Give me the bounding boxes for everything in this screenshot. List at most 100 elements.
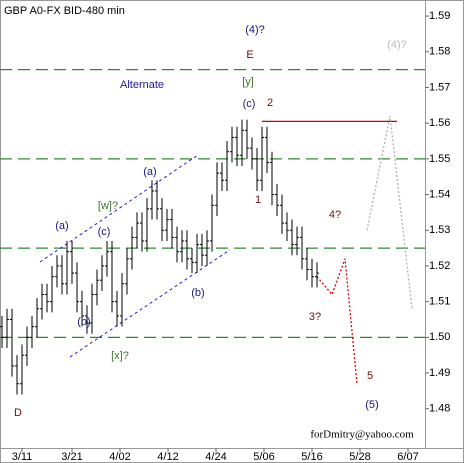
ohlc-bar [220,162,224,191]
ohlc-bar [280,194,284,234]
ohlc-bar [310,258,314,288]
x-tick-label: 4/12 [157,451,178,463]
annotation: (a) [55,220,68,232]
ohlc-bar [140,212,144,252]
ohlc-bar [75,262,79,313]
channel-line [39,154,199,263]
y-tick-label: 1.56 [429,117,450,129]
x-tick-label: 5/16 [301,451,322,463]
annotation: 1 [255,194,261,206]
ohlc-bar [20,344,24,395]
projection-line [366,115,413,309]
ohlc-bar [45,283,49,313]
ohlc-bar [195,233,199,274]
ohlc-bar [30,315,34,349]
y-tick-label: 1.59 [429,10,450,22]
annotation: [x]? [111,350,129,362]
x-tick-label: 4/02 [109,451,130,463]
ohlc-bar [120,273,124,327]
ohlc-bar [260,126,264,191]
ohlc-bar [15,355,19,395]
ohlc-bar [190,248,194,274]
y-tick-label: 1.58 [429,46,450,58]
ohlc-bar [265,126,269,174]
ohlc-bar [85,305,89,334]
x-tick-label: 5/28 [349,451,370,463]
annotation: 4? [329,209,341,221]
ohlc-bar [235,126,239,166]
annotation: (4)? [387,39,407,51]
ohlc-bar [130,226,134,270]
ohlc-bar [215,162,219,216]
y-tick-label: 1.52 [429,260,450,272]
ohlc-bar [165,208,169,241]
y-tick-label: 1.49 [429,367,450,379]
ohlc-bar [295,226,299,256]
annotation: (c) [243,98,256,110]
ohlc-bar [115,290,119,327]
annotation: (c) [98,226,111,238]
annotation: 3? [309,311,321,323]
ohlc-bar [155,180,159,220]
annotation: [w]? [98,200,118,212]
ohlc-bar [110,240,114,313]
y-tick-label: 1.57 [429,81,450,93]
ohlc-bar [210,194,214,252]
ohlc-bar [255,148,259,191]
ohlc-bar [180,230,184,263]
ohlc-bar [40,283,44,320]
ohlc-bar [150,180,154,220]
ohlc-bar [185,230,189,270]
x-tick-label: 3/11 [12,451,33,463]
ohlc-bar [90,283,94,334]
ohlc-bar [240,119,244,166]
ohlc-bar [250,137,254,170]
ohlc-bar [55,255,59,288]
y-tick-label: 1.55 [429,153,450,165]
chart-title: GBP A0-FX BID-480 min [4,5,125,17]
ohlc-bar [275,183,279,216]
ohlc-bar [65,240,69,295]
ohlc-bar [10,308,14,377]
ohlc-bar [285,212,289,241]
ohlc-bar [100,255,104,291]
annotation: forDmitry@yahoo.com [310,429,414,441]
ohlc-bar [70,240,74,284]
x-tick-label: 6/07 [397,451,418,463]
ohlc-bar [0,315,4,349]
annotation: (a) [143,166,156,178]
y-tick-label: 1.50 [429,331,450,343]
ohlc-bar [170,208,174,249]
y-tick-label: 1.54 [429,188,450,200]
annotation: E [246,49,253,61]
annotation: (5) [365,399,378,411]
ohlc-bar [95,269,99,306]
ohlc-bar [205,230,209,266]
ohlc-bar [60,255,64,295]
ohlc-bar [300,226,304,270]
ohlc-bar [175,226,179,263]
x-tick-label: 5/06 [253,451,274,463]
ohlc-bar [145,198,149,252]
ohlc-bar [125,248,129,295]
ohlc-bar [315,262,319,288]
ohlc-bar [305,248,309,281]
annotation: (4)? [245,24,265,36]
ohlc-bar [200,233,204,266]
ohlc-bar [290,219,294,256]
annotation: 5 [367,370,373,382]
ohlc-bar [50,265,54,313]
x-tick-label: 3/21 [61,451,82,463]
ohlc-bar [105,240,109,277]
annotation: (b) [191,287,204,299]
ohlc-bar [270,151,274,206]
ohlc-bar [245,119,249,159]
y-tick-label: 1.51 [429,296,450,308]
annotation: Alternate [120,79,164,91]
projection-line [316,258,358,384]
x-tick-label: 4/24 [205,451,226,463]
ohlc-bar [35,298,39,338]
